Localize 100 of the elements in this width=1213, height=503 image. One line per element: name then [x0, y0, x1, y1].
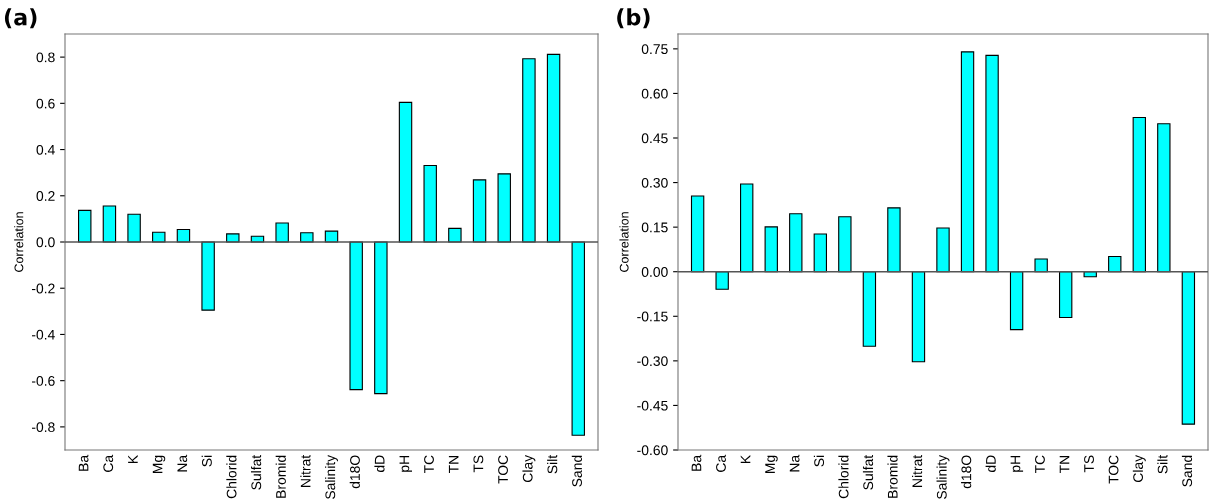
bar — [1108, 256, 1122, 273]
y-tick-label: 0.30 — [641, 177, 668, 188]
x-tick-label: K — [128, 455, 138, 463]
y-tick-label: -0.60 — [637, 445, 668, 456]
x-tick-label: Salinity — [325, 454, 338, 499]
x-tick-label: Chlorid — [838, 455, 849, 499]
x-tick-label: Ca — [103, 454, 114, 472]
x-tick-label: dD — [985, 455, 996, 473]
x-tick-label: dD — [374, 455, 385, 473]
y-tick-label: -0.15 — [637, 311, 668, 322]
y-tick-label: 0.45 — [641, 133, 668, 144]
y-tick-label: -0.30 — [637, 356, 668, 367]
x-tick-label: Na — [789, 454, 800, 472]
x-tick-label: TS — [473, 455, 484, 473]
x-tick-label: Nitrat — [911, 454, 923, 487]
y-tick-label: -0.8 — [31, 422, 55, 433]
y-tick-label: 0.60 — [641, 88, 668, 99]
bar — [789, 213, 803, 273]
x-tick-label: Ba — [691, 454, 702, 471]
x-tick-label: Bromid — [887, 455, 898, 498]
bar — [78, 209, 92, 243]
bar — [838, 216, 852, 273]
x-tick-label: Si — [201, 455, 212, 467]
x-tick-label: Chlorid — [226, 455, 237, 499]
bar — [936, 227, 950, 273]
x-tick-label: TS — [1084, 455, 1094, 473]
bar — [715, 271, 729, 290]
bar — [1132, 116, 1146, 273]
bar — [472, 179, 487, 243]
y-axis-title: Correlation — [619, 212, 629, 272]
x-tick-label: Bromid — [275, 455, 286, 498]
bar — [1034, 258, 1048, 273]
bar — [813, 233, 828, 273]
x-tick-label: Silt — [1157, 454, 1168, 474]
bar — [764, 226, 778, 273]
bar — [911, 271, 926, 363]
y-tick-label: 0.0 — [36, 237, 55, 248]
x-tick-label: Clay — [522, 454, 536, 482]
x-tick-label: TN — [1059, 455, 1070, 474]
bar — [201, 241, 215, 311]
y-tick-label: 0.8 — [36, 52, 55, 63]
x-tick-label: pH — [399, 455, 412, 472]
bar — [522, 58, 536, 243]
x-tick-label: K — [740, 455, 751, 463]
y-tick-label: -0.2 — [31, 283, 55, 294]
x-tick-label: Ca — [716, 454, 726, 472]
chart-title: (a) — [4, 8, 37, 29]
x-tick-label: pH — [1010, 455, 1024, 472]
y-tick-label: 0.75 — [641, 44, 668, 55]
x-tick-label: TOC — [1108, 455, 1119, 484]
bar — [300, 232, 314, 243]
x-tick-label: Sand — [1181, 455, 1193, 487]
bar — [349, 241, 363, 391]
y-tick-label: -0.45 — [637, 400, 668, 411]
y-tick-label: 0.6 — [36, 98, 55, 109]
y-tick-label: 0.00 — [641, 267, 668, 277]
bar — [740, 183, 754, 273]
x-tick-label: Silt — [547, 454, 558, 474]
bar — [497, 173, 511, 243]
bar — [102, 205, 117, 243]
bar — [423, 164, 437, 243]
bar — [887, 207, 901, 273]
x-tick-label: TC — [424, 455, 434, 474]
y-tick-label: -0.6 — [31, 376, 55, 386]
x-tick-label: Na — [177, 454, 188, 472]
x-tick-label: Si — [813, 455, 825, 467]
x-tick-label: Sulfat — [251, 454, 262, 490]
x-tick-label: Mg — [152, 455, 166, 474]
y-tick-label: 0.4 — [36, 144, 55, 155]
x-tick-label: TC — [1035, 455, 1045, 474]
x-tick-label: d18O — [349, 455, 360, 489]
x-tick-label: Sulfat — [862, 454, 874, 490]
x-tick-label: Mg — [765, 455, 778, 474]
y-tick-label: -0.4 — [31, 329, 55, 340]
x-tick-label: Ba — [78, 454, 89, 471]
x-tick-label: TOC — [498, 455, 508, 484]
y-tick-label: 0.15 — [641, 222, 668, 233]
x-tick-label: d18O — [961, 455, 972, 489]
bar — [690, 195, 705, 273]
x-tick-label: Salinity — [936, 454, 950, 499]
bar — [1181, 271, 1196, 425]
y-axis-title: Correlation — [14, 212, 24, 272]
bar — [571, 241, 585, 436]
x-tick-label: Clay — [1132, 454, 1146, 482]
chart-title: (b) — [617, 8, 650, 29]
bar — [127, 213, 141, 243]
bar — [448, 227, 462, 243]
x-tick-label: Sand — [571, 455, 582, 487]
bar — [985, 54, 999, 273]
bar — [546, 53, 561, 243]
bar — [1157, 123, 1171, 273]
bar — [1058, 271, 1073, 319]
y-tick-label: 0.2 — [36, 191, 55, 201]
bar — [275, 222, 289, 243]
bar — [862, 271, 877, 347]
bar — [960, 51, 975, 273]
x-tick-label: Nitrat — [300, 454, 311, 487]
x-tick-label: TN — [448, 455, 459, 474]
bar — [374, 241, 388, 395]
bar — [398, 101, 413, 243]
